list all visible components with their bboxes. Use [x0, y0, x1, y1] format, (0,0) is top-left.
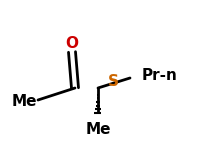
Text: Me: Me	[85, 123, 110, 138]
Text: Me: Me	[11, 94, 37, 109]
Text: Pr-n: Pr-n	[141, 67, 177, 82]
Text: S: S	[107, 74, 118, 89]
Text: O: O	[65, 37, 78, 52]
